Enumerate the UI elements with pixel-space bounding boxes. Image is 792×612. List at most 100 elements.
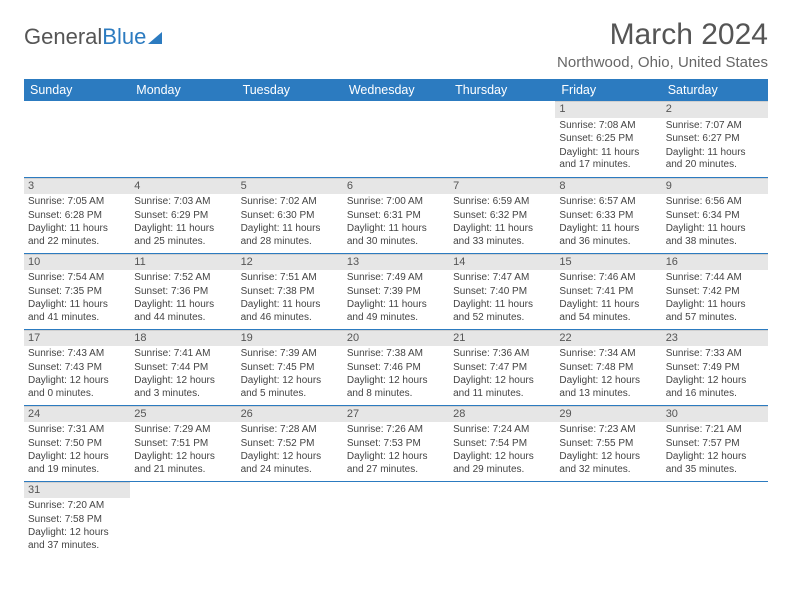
day-body: Sunrise: 7:28 AMSunset: 7:52 PMDaylight:…	[237, 422, 343, 479]
location-label: Northwood, Ohio, United States	[557, 54, 768, 71]
weekday-header: Saturday	[662, 79, 768, 101]
day-daylight: Daylight: 11 hours and 54 minutes.	[559, 299, 657, 324]
day-number: 20	[343, 330, 449, 347]
calendar-day-cell: 1Sunrise: 7:08 AMSunset: 6:25 PMDaylight…	[555, 101, 661, 177]
calendar-day-cell: 2Sunrise: 7:07 AMSunset: 6:27 PMDaylight…	[662, 101, 768, 177]
day-sunset: Sunset: 7:58 PM	[28, 514, 126, 527]
calendar-body: 1Sunrise: 7:08 AMSunset: 6:25 PMDaylight…	[24, 101, 768, 557]
day-sunrise: Sunrise: 7:34 AM	[559, 348, 657, 361]
day-body: Sunrise: 7:34 AMSunset: 7:48 PMDaylight:…	[555, 346, 661, 403]
calendar-day-cell: 20Sunrise: 7:38 AMSunset: 7:46 PMDayligh…	[343, 329, 449, 405]
calendar-week-row: 3Sunrise: 7:05 AMSunset: 6:28 PMDaylight…	[24, 177, 768, 253]
day-number: 23	[662, 330, 768, 347]
calendar-empty-cell	[449, 481, 555, 557]
calendar-day-cell: 25Sunrise: 7:29 AMSunset: 7:51 PMDayligh…	[130, 405, 236, 481]
day-daylight: Daylight: 12 hours and 27 minutes.	[347, 451, 445, 476]
day-sunrise: Sunrise: 7:24 AM	[453, 424, 551, 437]
day-body: Sunrise: 7:05 AMSunset: 6:28 PMDaylight:…	[24, 194, 130, 251]
day-sunrise: Sunrise: 7:21 AM	[666, 424, 764, 437]
day-sunset: Sunset: 7:48 PM	[559, 362, 657, 375]
calendar-day-cell: 31Sunrise: 7:20 AMSunset: 7:58 PMDayligh…	[24, 481, 130, 557]
day-number: 30	[662, 406, 768, 423]
day-sunrise: Sunrise: 7:29 AM	[134, 424, 232, 437]
calendar-empty-cell	[130, 481, 236, 557]
day-sunrise: Sunrise: 6:56 AM	[666, 196, 764, 209]
day-sunset: Sunset: 7:55 PM	[559, 438, 657, 451]
day-daylight: Daylight: 12 hours and 8 minutes.	[347, 375, 445, 400]
calendar-week-row: 1Sunrise: 7:08 AMSunset: 6:25 PMDaylight…	[24, 101, 768, 177]
day-sunrise: Sunrise: 7:44 AM	[666, 272, 764, 285]
day-sunrise: Sunrise: 7:31 AM	[28, 424, 126, 437]
calendar-day-cell: 3Sunrise: 7:05 AMSunset: 6:28 PMDaylight…	[24, 177, 130, 253]
day-body: Sunrise: 7:08 AMSunset: 6:25 PMDaylight:…	[555, 118, 661, 175]
day-sunrise: Sunrise: 7:38 AM	[347, 348, 445, 361]
day-body: Sunrise: 7:33 AMSunset: 7:49 PMDaylight:…	[662, 346, 768, 403]
day-body: Sunrise: 7:31 AMSunset: 7:50 PMDaylight:…	[24, 422, 130, 479]
calendar-day-cell: 28Sunrise: 7:24 AMSunset: 7:54 PMDayligh…	[449, 405, 555, 481]
day-sunset: Sunset: 6:27 PM	[666, 133, 764, 146]
day-daylight: Daylight: 11 hours and 38 minutes.	[666, 223, 764, 248]
calendar-day-cell: 30Sunrise: 7:21 AMSunset: 7:57 PMDayligh…	[662, 405, 768, 481]
day-number: 29	[555, 406, 661, 423]
calendar-empty-cell	[662, 481, 768, 557]
calendar-empty-cell	[343, 101, 449, 177]
day-number: 28	[449, 406, 555, 423]
day-sunrise: Sunrise: 7:54 AM	[28, 272, 126, 285]
day-sunset: Sunset: 7:53 PM	[347, 438, 445, 451]
day-body: Sunrise: 6:56 AMSunset: 6:34 PMDaylight:…	[662, 194, 768, 251]
calendar-day-cell: 4Sunrise: 7:03 AMSunset: 6:29 PMDaylight…	[130, 177, 236, 253]
day-body: Sunrise: 7:36 AMSunset: 7:47 PMDaylight:…	[449, 346, 555, 403]
day-sunset: Sunset: 7:49 PM	[666, 362, 764, 375]
weekday-header: Friday	[555, 79, 661, 101]
day-body: Sunrise: 7:44 AMSunset: 7:42 PMDaylight:…	[662, 270, 768, 327]
calendar-week-row: 17Sunrise: 7:43 AMSunset: 7:43 PMDayligh…	[24, 329, 768, 405]
sail-icon	[148, 32, 162, 44]
day-sunrise: Sunrise: 6:57 AM	[559, 196, 657, 209]
calendar-empty-cell	[24, 101, 130, 177]
day-sunrise: Sunrise: 7:52 AM	[134, 272, 232, 285]
day-sunset: Sunset: 6:34 PM	[666, 210, 764, 223]
day-daylight: Daylight: 11 hours and 33 minutes.	[453, 223, 551, 248]
calendar-day-cell: 19Sunrise: 7:39 AMSunset: 7:45 PMDayligh…	[237, 329, 343, 405]
day-sunrise: Sunrise: 7:07 AM	[666, 120, 764, 133]
day-sunset: Sunset: 7:50 PM	[28, 438, 126, 451]
day-number: 22	[555, 330, 661, 347]
day-daylight: Daylight: 11 hours and 49 minutes.	[347, 299, 445, 324]
day-body: Sunrise: 7:00 AMSunset: 6:31 PMDaylight:…	[343, 194, 449, 251]
day-sunset: Sunset: 6:25 PM	[559, 133, 657, 146]
brand-part1: General	[24, 24, 102, 50]
day-sunrise: Sunrise: 7:00 AM	[347, 196, 445, 209]
day-daylight: Daylight: 12 hours and 32 minutes.	[559, 451, 657, 476]
day-sunset: Sunset: 7:44 PM	[134, 362, 232, 375]
day-sunrise: Sunrise: 7:47 AM	[453, 272, 551, 285]
calendar-day-cell: 11Sunrise: 7:52 AMSunset: 7:36 PMDayligh…	[130, 253, 236, 329]
calendar-day-cell: 8Sunrise: 6:57 AMSunset: 6:33 PMDaylight…	[555, 177, 661, 253]
weekday-header: Wednesday	[343, 79, 449, 101]
day-daylight: Daylight: 12 hours and 13 minutes.	[559, 375, 657, 400]
day-daylight: Daylight: 12 hours and 35 minutes.	[666, 451, 764, 476]
day-sunset: Sunset: 7:54 PM	[453, 438, 551, 451]
day-number: 4	[130, 178, 236, 195]
day-daylight: Daylight: 11 hours and 20 minutes.	[666, 147, 764, 172]
day-sunrise: Sunrise: 6:59 AM	[453, 196, 551, 209]
day-daylight: Daylight: 12 hours and 5 minutes.	[241, 375, 339, 400]
day-sunrise: Sunrise: 7:03 AM	[134, 196, 232, 209]
day-body: Sunrise: 7:29 AMSunset: 7:51 PMDaylight:…	[130, 422, 236, 479]
day-body: Sunrise: 7:26 AMSunset: 7:53 PMDaylight:…	[343, 422, 449, 479]
day-number: 21	[449, 330, 555, 347]
day-sunrise: Sunrise: 7:26 AM	[347, 424, 445, 437]
day-sunset: Sunset: 7:38 PM	[241, 286, 339, 299]
day-sunrise: Sunrise: 7:51 AM	[241, 272, 339, 285]
day-sunrise: Sunrise: 7:08 AM	[559, 120, 657, 133]
brand-part2: Blue	[102, 24, 146, 50]
calendar-day-cell: 12Sunrise: 7:51 AMSunset: 7:38 PMDayligh…	[237, 253, 343, 329]
day-sunrise: Sunrise: 7:28 AM	[241, 424, 339, 437]
day-number: 25	[130, 406, 236, 423]
day-sunrise: Sunrise: 7:20 AM	[28, 500, 126, 513]
day-sunset: Sunset: 7:57 PM	[666, 438, 764, 451]
calendar-day-cell: 17Sunrise: 7:43 AMSunset: 7:43 PMDayligh…	[24, 329, 130, 405]
calendar-table: SundayMondayTuesdayWednesdayThursdayFrid…	[24, 79, 768, 557]
day-number: 7	[449, 178, 555, 195]
day-sunset: Sunset: 7:52 PM	[241, 438, 339, 451]
day-sunrise: Sunrise: 7:05 AM	[28, 196, 126, 209]
